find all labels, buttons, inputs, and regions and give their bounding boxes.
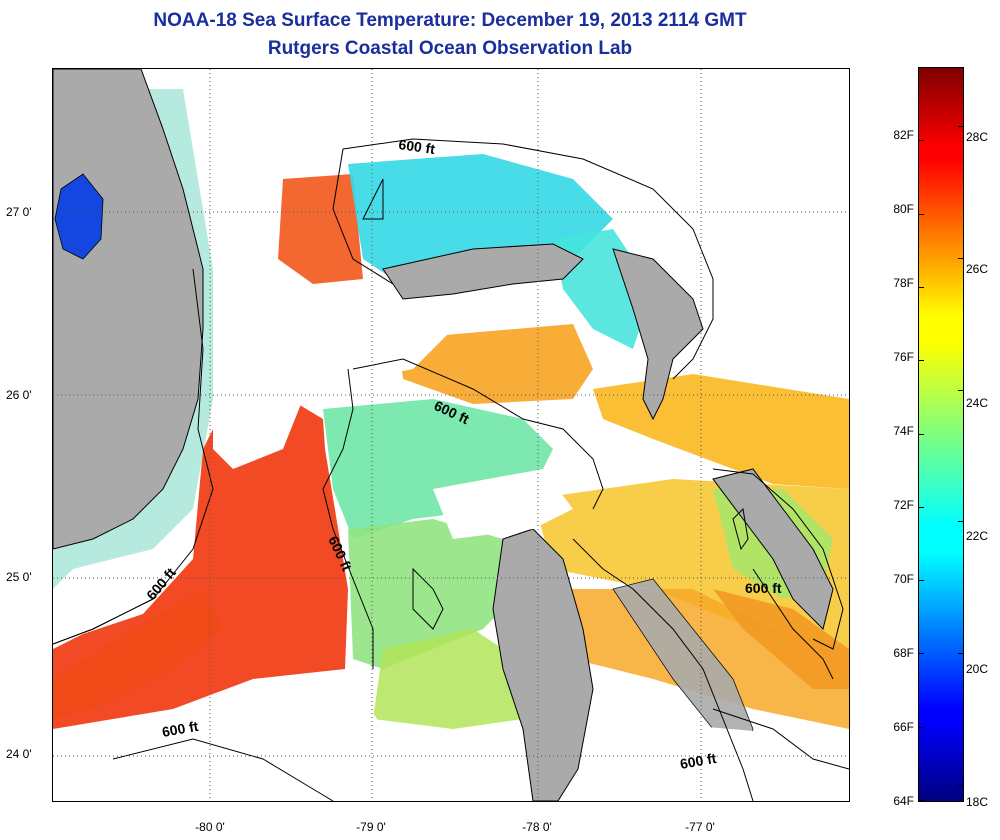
sst-map: 600 ft 600 ft 600 ft 600 ft 600 ft 600 f… (52, 68, 850, 802)
colorbar-tick (919, 800, 924, 801)
cloud-region (213, 399, 303, 469)
colorbar-f-label: 70F (893, 572, 914, 586)
lat-tick-label: 25 0' (6, 570, 32, 584)
colorbar-c-label: 18C (966, 795, 989, 809)
contour-label: 600 ft (679, 750, 718, 772)
colorbar-c-label: 26C (966, 262, 989, 276)
cloud-region (213, 289, 453, 399)
colorbar-tick (958, 785, 963, 787)
exuma-land (612, 578, 754, 770)
cloud-region (353, 69, 849, 189)
abaco-land (612, 248, 704, 421)
warm-water-region (53, 589, 223, 719)
mild-water-region (398, 324, 593, 404)
colorbar-tick (919, 580, 924, 582)
colorbar-tick (958, 389, 963, 391)
colorbar-tick (919, 653, 924, 655)
colorbar-tick (958, 521, 963, 523)
cloud-region (53, 679, 383, 801)
map-subtitle: Rutgers Coastal Ocean Observation Lab (267, 38, 633, 59)
lat-tick-label: 24 0' (6, 747, 32, 761)
map-title: NOAA-18 Sea Surface Temperature: Decembe… (153, 10, 747, 31)
colorbar-f-label: 72F (893, 498, 914, 512)
andros-land (492, 528, 594, 801)
lon-tick-label: -77 0' (685, 820, 715, 834)
colorbar-f-label: 64F (893, 794, 914, 808)
colorbar-tick (919, 433, 924, 435)
colorbar-tick (958, 257, 963, 259)
colorbar-c-label: 24C (966, 396, 989, 410)
colorbar-f-label: 76F (893, 350, 914, 364)
cool-water-region (373, 629, 533, 729)
colorbar-f-label: 82F (893, 128, 914, 142)
contour-label: 600 ft (161, 718, 200, 740)
lon-tick-label: -79 0' (356, 820, 386, 834)
lon-tick-label: -78 0' (522, 820, 552, 834)
contour-label: 600 ft (398, 136, 437, 157)
colorbar-tick (919, 360, 924, 362)
grand-bahama-land (382, 243, 584, 300)
colorbar-tick (919, 726, 924, 728)
sst-map-canvas: 600 ft 600 ft 600 ft 600 ft 600 ft 600 f… (53, 69, 849, 801)
lake-okeechobee (54, 173, 104, 260)
colorbar-tick (958, 653, 963, 655)
lat-tick-label: 27 0' (6, 205, 32, 219)
temperature-colorbar (918, 67, 964, 802)
colorbar-f-label: 66F (893, 720, 914, 734)
colorbar-f-label: 78F (893, 276, 914, 290)
colorbar-tick (919, 506, 924, 508)
colorbar-tick (958, 125, 963, 127)
colorbar-c-label: 28C (966, 130, 989, 144)
colorbar-f-label: 80F (893, 202, 914, 216)
cloud-region (613, 719, 849, 801)
cloud-region (743, 179, 849, 369)
colorbar-c-label: 20C (966, 662, 989, 676)
colorbar-f-label: 68F (893, 646, 914, 660)
colorbar-c-label: 22C (966, 529, 989, 543)
lat-tick-label: 26 0' (6, 388, 32, 402)
warm-water-region (278, 174, 363, 284)
depth-contours (53, 138, 849, 801)
colorbar-tick (919, 213, 924, 215)
graticule (53, 69, 849, 801)
colorbar-f-label: 74F (893, 424, 914, 438)
lon-tick-label: -80 0' (195, 820, 225, 834)
contour-label: 600 ft (745, 580, 782, 596)
mild-water-region (713, 589, 849, 689)
colorbar-tick (919, 140, 924, 142)
colorbar-tick (919, 286, 924, 288)
